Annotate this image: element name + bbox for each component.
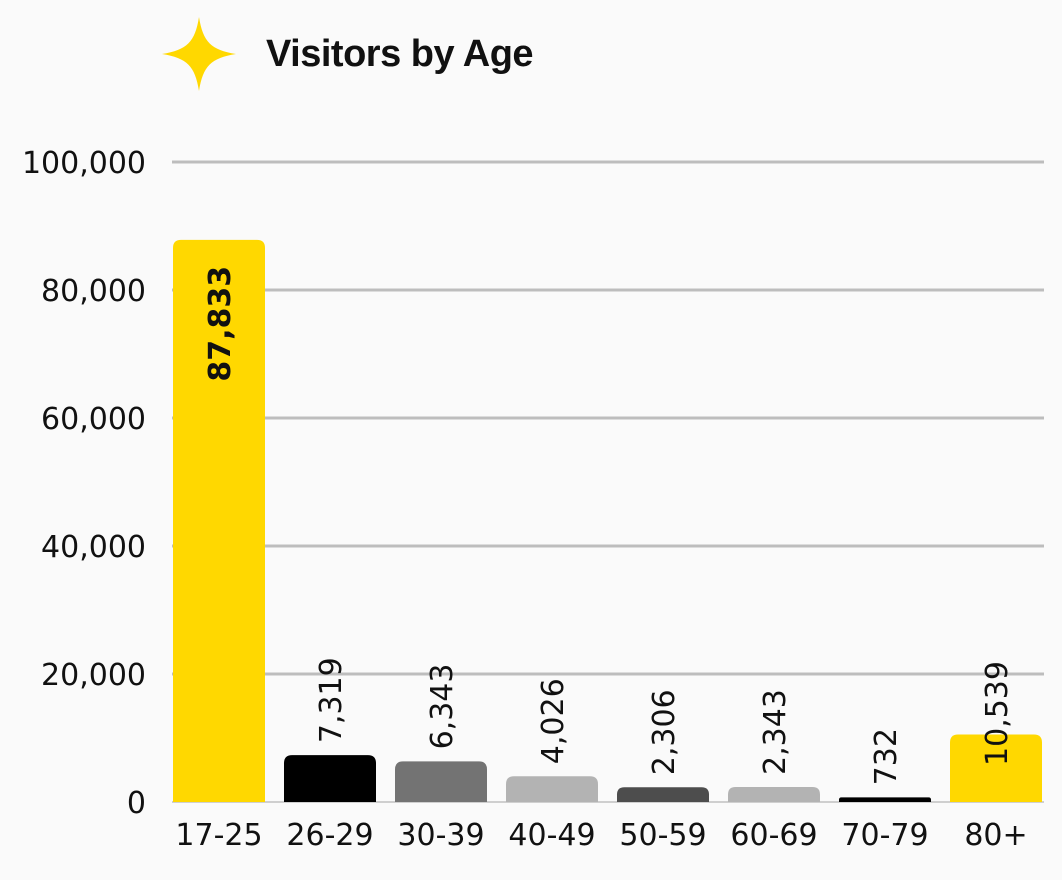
four-point-star-icon [162, 17, 236, 91]
data-label: 732 [869, 728, 904, 785]
x-tick-label: 50-59 [619, 818, 706, 853]
data-label: 10,539 [980, 661, 1015, 766]
x-tick-label: 40-49 [508, 818, 595, 853]
data-label: 4,026 [536, 678, 571, 764]
bars [173, 239, 1042, 803]
chart-header: Visitors by Age [160, 14, 534, 94]
bar-40-49 [506, 776, 598, 802]
x-tick-label: 26-29 [286, 818, 373, 853]
bar-80+ [950, 734, 1042, 802]
x-tick-label: 70-79 [841, 818, 928, 853]
y-axis: 0 20,000 40,000 60,000 80,000 100,000 [22, 146, 146, 821]
x-tick-label: 17-25 [175, 818, 262, 853]
y-tick-label: 60,000 [41, 402, 146, 437]
bar-70-79 [839, 797, 931, 802]
y-tick-label: 40,000 [41, 530, 146, 565]
x-axis: 17-25 26-29 30-39 40-49 50-59 60-69 70-79 80+ [175, 818, 1027, 853]
x-tick-label: 80+ [964, 818, 1027, 853]
x-tick-label: 30-39 [397, 818, 484, 853]
y-tick-label: 80,000 [41, 274, 146, 309]
data-label: 87,833 [203, 266, 238, 382]
gridlines [172, 160, 1044, 803]
bar-17-25 [173, 239, 265, 803]
chart-title: Visitors by Age [266, 32, 534, 75]
y-tick-label: 0 [127, 786, 146, 821]
bar-50-59 [617, 787, 709, 802]
data-label: 6,343 [425, 664, 460, 750]
data-label: 2,343 [758, 689, 793, 775]
data-label: 2,306 [647, 689, 682, 775]
y-tick-label: 100,000 [22, 146, 146, 181]
bar-60-69 [728, 787, 820, 802]
data-label: 7,319 [314, 657, 349, 743]
bar-30-39 [395, 761, 487, 802]
x-tick-label: 60-69 [730, 818, 817, 853]
y-tick-label: 20,000 [41, 658, 146, 693]
bar-26-29 [284, 755, 376, 802]
data-labels: 87,833 7,319 6,343 4,026 2,306 2,343 732 10,539 [203, 266, 1015, 785]
